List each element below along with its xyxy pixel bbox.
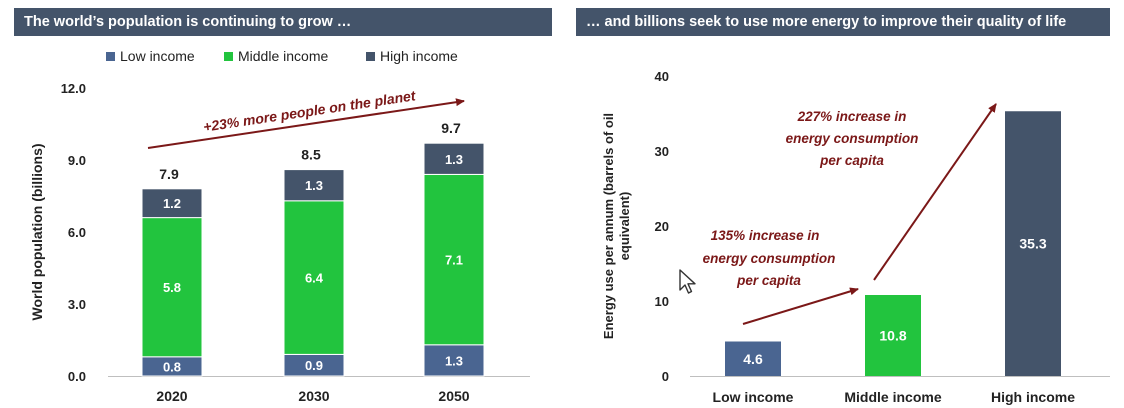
annotation-2-line: 227% increase in (797, 109, 907, 124)
bar-value-label: 10.8 (879, 328, 906, 344)
x-tick-label: 2030 (298, 388, 329, 404)
legend-label: Low income (120, 48, 195, 64)
bar-value-label: 35.3 (1019, 236, 1046, 252)
legend-swatch (366, 52, 375, 61)
annotation-2-line: energy consumption (786, 131, 919, 146)
y-tick-label: 12.0 (61, 81, 86, 96)
y-tick-label: 0 (662, 369, 669, 384)
segment-label: 1.2 (163, 196, 181, 211)
annotation-text: +23% more people on the planet (202, 87, 418, 135)
x-tick-label: High income (991, 389, 1075, 405)
y-axis-label-line-1: Energy use per annum (barrels of oil (601, 113, 616, 339)
population-chart: Low income Middle income High income 0.0 3.0… (29, 48, 530, 404)
bar (725, 341, 781, 376)
segment-label: 1.3 (305, 178, 323, 193)
annotation-arrow (147, 98, 465, 149)
segment-label: 0.8 (163, 359, 181, 374)
annotation-2-line: per capita (819, 153, 884, 168)
right-header: … and billions seek to use more energy t… (576, 8, 1110, 36)
segment-label: 1.3 (445, 353, 463, 368)
y-tick-label: 6.0 (68, 225, 86, 240)
y-tick-label: 9.0 (68, 153, 86, 168)
x-tick-label: Middle income (844, 389, 941, 405)
bar-segment (423, 142, 485, 175)
total-label: 9.7 (441, 120, 461, 136)
bar-segment (283, 169, 345, 202)
annotation-arrow-2 (873, 103, 997, 281)
x-tick-label: 2020 (156, 388, 187, 404)
right-panel: … and billions seek to use more energy t… (562, 0, 1124, 408)
bar-value-label: 4.6 (743, 351, 763, 367)
segment-label: 7.1 (445, 253, 463, 268)
left-panel: The world’s population is continuing to … (0, 0, 562, 408)
annotation-1-line: per capita (736, 273, 801, 288)
segment-label: 5.8 (163, 280, 181, 295)
annotation-arrow-1 (742, 287, 859, 325)
segment-label: 1.3 (445, 152, 463, 167)
energy-chart: 0 10 20 30 40 Energy use per annum (barrels o… (601, 69, 1110, 405)
mouse-cursor-icon (679, 269, 696, 294)
bar-segment (423, 173, 485, 346)
annotation-1-line: energy consumption (703, 251, 836, 266)
x-tick-label: Low income (713, 389, 794, 405)
y-tick-label: 3.0 (68, 297, 86, 312)
legend-swatch (224, 52, 233, 61)
y-tick-label: 40 (655, 69, 669, 84)
total-label: 8.5 (301, 147, 321, 163)
left-header: The world’s population is continuing to … (14, 8, 552, 36)
bar-segment (423, 344, 485, 377)
y-tick-label: 10 (655, 294, 669, 309)
annotation-1-line: 135% increase in (711, 228, 820, 243)
y-tick-label: 0.0 (68, 369, 86, 384)
segment-label: 0.9 (305, 358, 323, 373)
legend-label: High income (380, 48, 458, 64)
segment-label: 6.4 (305, 271, 324, 286)
bar (1005, 111, 1061, 376)
x-tick-label: 2050 (438, 388, 469, 404)
legend-label: Middle income (238, 48, 328, 64)
total-label: 7.9 (159, 166, 179, 182)
y-tick-label: 30 (655, 144, 669, 159)
y-axis-label: World population (billions) (29, 143, 45, 320)
bar-segment (141, 188, 203, 219)
bar-segment (283, 200, 345, 355)
legend-swatch (106, 52, 115, 61)
bar (865, 295, 921, 376)
y-tick-label: 20 (655, 219, 669, 234)
y-axis-label-line-2: equivalent) (617, 192, 632, 261)
